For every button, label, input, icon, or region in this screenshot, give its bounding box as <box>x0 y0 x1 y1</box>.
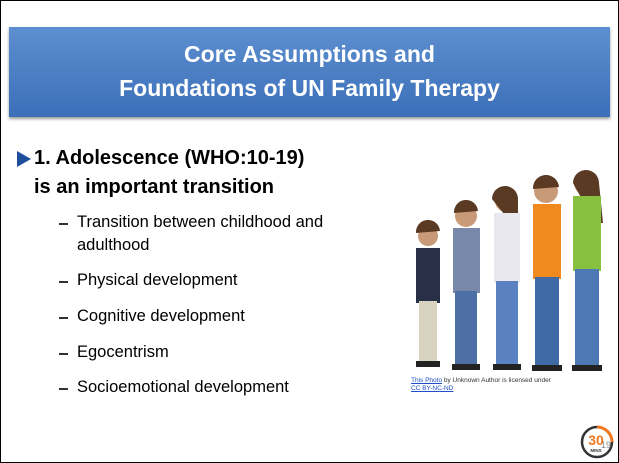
logo-label: MINS <box>590 448 601 453</box>
children-photo <box>415 170 603 371</box>
dash <box>59 281 68 283</box>
bullet-arrow <box>17 151 31 167</box>
sub-point: Transition between childhood and adultho… <box>77 213 324 254</box>
sub-point: Cognitive development <box>77 307 245 325</box>
page-number: 19 <box>601 440 611 450</box>
logo-number: 30 <box>588 432 604 448</box>
logo-arc <box>596 425 614 443</box>
main-point: 1. Adolescence (WHO:10-19) <box>34 147 305 169</box>
dash <box>59 223 68 225</box>
credit-text: by Unknown Author is licensed under <box>443 377 551 384</box>
sub-point: Egocentrism <box>77 343 169 361</box>
photo-credit: This Photo by Unknown Author is licensed… <box>411 377 611 393</box>
dash <box>59 353 68 355</box>
dash <box>59 317 68 319</box>
main-point: is an important transition <box>34 176 275 198</box>
dash <box>59 388 68 390</box>
title-line: Core Assumptions and <box>184 41 435 67</box>
logo: 30 MINS 19 <box>580 425 614 459</box>
sub-point: Socioemotional development <box>77 378 289 396</box>
title-banner: Core Assumptions and Foundations of UN F… <box>9 27 610 117</box>
sub-point: Physical development <box>77 271 238 289</box>
photo-link[interactable]: This Photo <box>411 377 443 384</box>
license-link[interactable]: CC BY-NC-ND <box>411 385 454 392</box>
title-line: Foundations of UN Family Therapy <box>119 75 500 101</box>
